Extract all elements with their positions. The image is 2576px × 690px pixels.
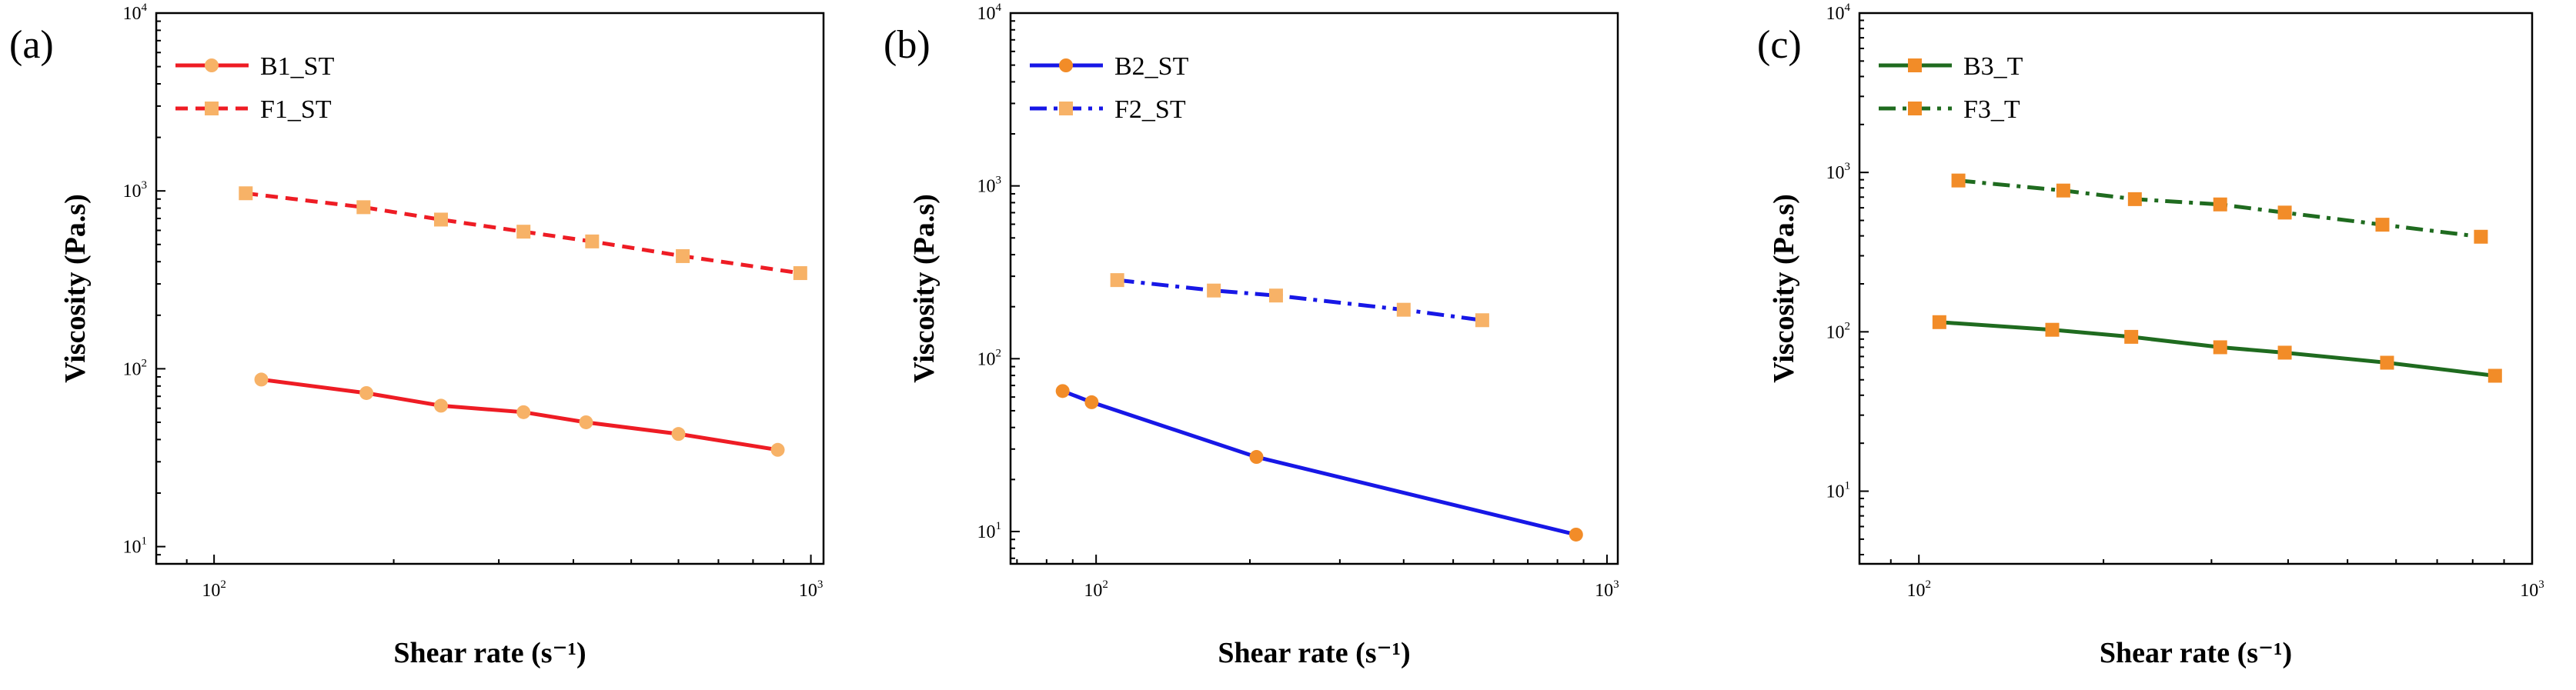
data-point bbox=[671, 427, 686, 442]
data-point bbox=[1396, 302, 1411, 317]
data-point bbox=[516, 405, 531, 419]
data-point bbox=[1475, 313, 1489, 328]
panel-label: (b) bbox=[884, 23, 931, 67]
data-point bbox=[579, 415, 593, 429]
data-point bbox=[2045, 322, 2060, 337]
data-point bbox=[2487, 368, 2502, 383]
legend-label: F2_ST bbox=[1114, 95, 1186, 124]
data-point bbox=[1932, 315, 1946, 329]
series-line bbox=[1117, 278, 1483, 322]
x-tick-label: 102 bbox=[1084, 578, 1108, 601]
data-point bbox=[2380, 355, 2394, 370]
series-F1_ST bbox=[239, 186, 807, 281]
series-F2_ST bbox=[1110, 273, 1489, 328]
data-point bbox=[359, 385, 374, 400]
legend: B3_T F3_T bbox=[1879, 52, 2023, 124]
data-point bbox=[1951, 173, 1966, 188]
legend-label: F1_ST bbox=[260, 95, 332, 124]
data-point bbox=[2124, 329, 2139, 344]
data-point bbox=[433, 398, 448, 413]
x-axis-title: Shear rate (s⁻¹) bbox=[1218, 637, 1410, 669]
y-tick-label: 104 bbox=[123, 2, 148, 24]
data-point bbox=[2277, 345, 2292, 360]
legend-marker bbox=[1059, 102, 1073, 115]
data-point bbox=[2213, 340, 2227, 355]
data-point bbox=[793, 266, 807, 281]
data-point bbox=[254, 372, 269, 387]
legend-marker bbox=[1908, 102, 1922, 115]
x-tick-label: 103 bbox=[1595, 578, 1619, 601]
data-point bbox=[1055, 384, 1070, 398]
legend-label: F3_T bbox=[1963, 95, 2020, 124]
y-tick-label: 102 bbox=[977, 347, 1002, 369]
y-tick-label: 101 bbox=[123, 535, 148, 558]
plot-frame bbox=[1009, 12, 1619, 565]
y-tick-label: 102 bbox=[123, 357, 148, 379]
legend-marker bbox=[205, 58, 219, 72]
legend: B2_ST F2_ST bbox=[1030, 52, 1189, 124]
y-axis-title: Viscosity (Pa.s) bbox=[908, 194, 941, 383]
y-tick-label: 101 bbox=[977, 520, 1002, 542]
legend-marker bbox=[1908, 58, 1922, 72]
data-point bbox=[1268, 288, 1283, 303]
data-point bbox=[356, 200, 371, 215]
data-point bbox=[2277, 205, 2292, 220]
legend-marker bbox=[205, 102, 219, 115]
legend: B1_ST F1_ST bbox=[175, 52, 335, 124]
y-tick-label: 104 bbox=[977, 2, 1002, 24]
chart-panel-3: (c) 101 102 103 104 102 103 Shear rate (s⁻¹) Vis… bbox=[1757, 2, 2544, 669]
data-point bbox=[1249, 450, 1264, 465]
series-B2_ST bbox=[1055, 384, 1583, 542]
x-tick-label: 103 bbox=[799, 578, 824, 601]
legend-label: B3_T bbox=[1963, 52, 2023, 81]
series-B3_T bbox=[1932, 315, 2502, 383]
data-point bbox=[585, 234, 600, 248]
series-B1_ST bbox=[254, 372, 785, 457]
x-axis-title: Shear rate (s⁻¹) bbox=[393, 637, 586, 669]
y-tick-label: 101 bbox=[1826, 480, 1851, 502]
data-point bbox=[516, 225, 531, 239]
panel-label: (a) bbox=[9, 23, 54, 67]
chart-panel-2: (b) 101 102 103 104 102 103 Shear rate (s⁻¹) Vis… bbox=[884, 2, 1619, 669]
y-tick-label: 103 bbox=[1826, 161, 1851, 183]
y-tick-label: 104 bbox=[1826, 2, 1851, 24]
series-F3_T bbox=[1951, 173, 2488, 244]
panel-label: (c) bbox=[1757, 23, 1802, 67]
x-tick-label: 103 bbox=[2520, 578, 2544, 601]
chart-panel-1: (a) 101 102 103 104 102 103 Shear rate (s⁻¹) Vis… bbox=[9, 2, 825, 669]
x-tick-label: 102 bbox=[1906, 578, 1931, 601]
y-tick-label: 103 bbox=[977, 175, 1002, 197]
series-line bbox=[1061, 388, 1577, 537]
data-point bbox=[239, 186, 253, 201]
y-axis-title: Viscosity (Pa.s) bbox=[1768, 194, 1800, 383]
x-axis-title: Shear rate (s⁻¹) bbox=[2100, 637, 2292, 669]
data-point bbox=[2474, 229, 2488, 244]
data-point bbox=[2213, 197, 2227, 212]
plot-frame bbox=[155, 12, 825, 565]
data-point bbox=[2056, 183, 2070, 198]
y-tick-label: 102 bbox=[1826, 320, 1851, 342]
data-point bbox=[1207, 283, 1221, 298]
data-point bbox=[2127, 192, 2142, 206]
legend-marker bbox=[1059, 58, 1073, 72]
data-point bbox=[2375, 218, 2390, 232]
data-point bbox=[433, 212, 448, 227]
legend-label: B2_ST bbox=[1114, 52, 1189, 81]
data-point bbox=[1110, 273, 1124, 288]
plot-frame bbox=[1858, 12, 2534, 565]
data-point bbox=[676, 248, 690, 263]
data-point bbox=[770, 442, 785, 457]
y-tick-label: 103 bbox=[123, 179, 148, 202]
y-axis-title: Viscosity (Pa.s) bbox=[59, 194, 92, 383]
legend-label: B1_ST bbox=[260, 52, 335, 81]
x-tick-label: 102 bbox=[202, 578, 226, 601]
data-point bbox=[1084, 395, 1099, 409]
data-point bbox=[1569, 527, 1583, 542]
